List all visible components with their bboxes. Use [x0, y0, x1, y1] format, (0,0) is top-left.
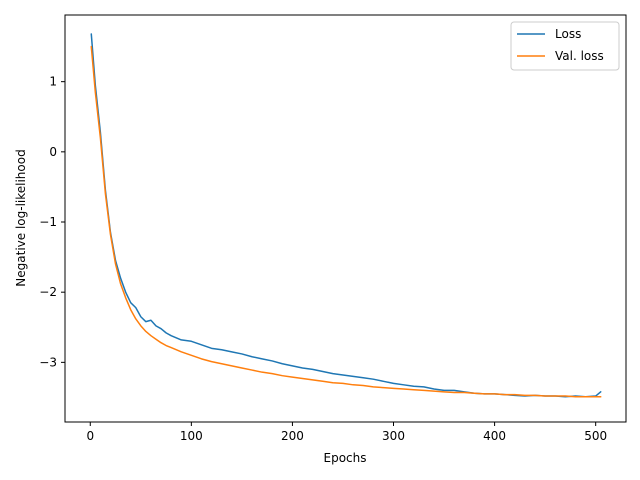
y-tick-label: 0	[49, 145, 57, 159]
y-tick-label: −2	[39, 285, 57, 299]
x-tick-label: 500	[584, 429, 607, 443]
x-tick-label: 400	[483, 429, 506, 443]
y-axis-title: Negative log-likelihood	[14, 149, 28, 286]
x-tick-label: 0	[86, 429, 94, 443]
y-tick-label: −1	[39, 215, 57, 229]
series-layer	[90, 33, 602, 398]
x-tick-label: 300	[382, 429, 405, 443]
x-axis-title: Epochs	[324, 451, 367, 465]
x-tick-label: 200	[281, 429, 304, 443]
x-axis: 0 100 200 300 400 500	[86, 422, 607, 443]
y-tick-label: 1	[49, 75, 57, 89]
plot-frame	[64, 14, 627, 423]
y-tick-label: −3	[39, 355, 57, 369]
series-line-val-loss	[90, 45, 602, 398]
y-axis: 1 0 −1 −2 −3	[39, 75, 65, 369]
legend-label-val-loss: Val. loss	[555, 49, 604, 63]
legend-label-loss: Loss	[555, 27, 581, 41]
legend: Loss Val. loss	[510, 21, 620, 71]
x-tick-label: 100	[180, 429, 203, 443]
